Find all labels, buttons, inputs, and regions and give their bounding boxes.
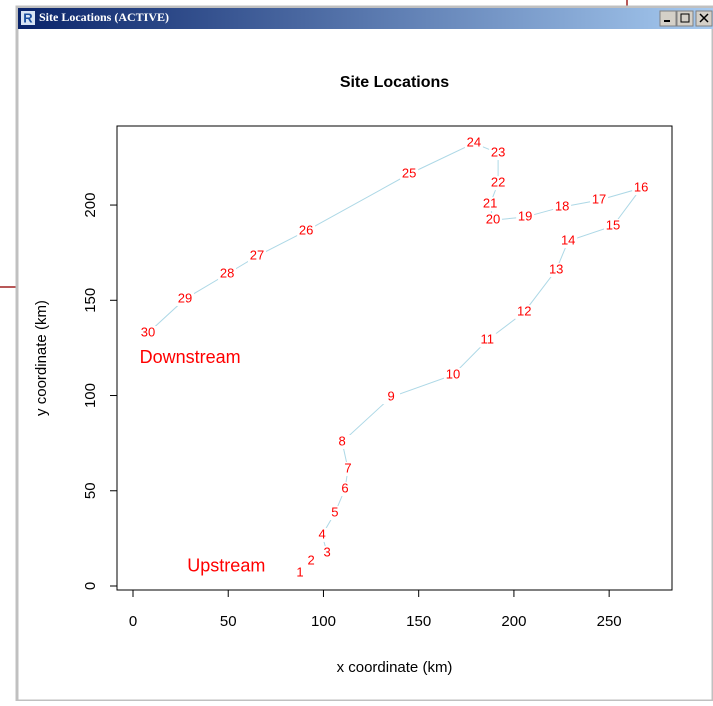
site-label: 27 <box>250 248 264 263</box>
site-label: 22 <box>491 175 505 190</box>
site-label: 19 <box>518 208 532 223</box>
x-tick-label: 0 <box>129 613 137 630</box>
site-label: 17 <box>592 192 606 207</box>
label-background <box>339 462 358 477</box>
label-background <box>382 390 401 405</box>
site-label: 1 <box>296 564 303 579</box>
site-label: 26 <box>299 222 313 237</box>
y-tick-label: 100 <box>82 383 99 408</box>
site-label: 21 <box>483 196 497 211</box>
site-label: 24 <box>467 135 481 150</box>
maximize-glyph <box>680 13 690 23</box>
site-label: 15 <box>606 217 620 232</box>
label-background <box>247 249 266 264</box>
site-label: 11 <box>481 332 495 347</box>
label-background <box>515 305 534 320</box>
label-background <box>478 333 497 348</box>
site-label: 2 <box>307 552 314 567</box>
site-label: 5 <box>331 504 338 519</box>
label-background <box>325 506 344 521</box>
label-background <box>547 263 566 277</box>
y-tick-label: 50 <box>82 482 99 499</box>
site-label: 20 <box>486 212 500 227</box>
site-label: 12 <box>517 304 531 319</box>
site-label: 18 <box>555 198 569 213</box>
x-tick-label: 250 <box>597 613 622 630</box>
y-axis-label: y coordinate (km) <box>33 300 50 416</box>
label-background <box>139 326 158 341</box>
title-bar <box>18 8 713 29</box>
y-tick-label: 150 <box>82 288 99 313</box>
x-tick-label: 150 <box>406 613 431 630</box>
site-label: 10 <box>446 366 460 381</box>
x-tick-label: 200 <box>501 613 526 630</box>
site-label: 29 <box>178 290 192 305</box>
app-icon <box>21 11 35 25</box>
maximize-button[interactable] <box>676 10 694 27</box>
site-label: 23 <box>491 144 505 159</box>
close-glyph <box>699 13 709 23</box>
site-label: 14 <box>561 232 575 247</box>
window-buttons[interactable] <box>659 10 713 27</box>
x-axis-label: x coordinate (km) <box>337 659 453 676</box>
label-background <box>489 146 508 161</box>
site-label: 8 <box>339 433 346 448</box>
label-background <box>302 554 321 569</box>
label-background <box>481 197 500 212</box>
site-label: 3 <box>323 544 330 559</box>
x-tick-label: 50 <box>220 613 237 630</box>
label-background <box>443 367 462 382</box>
site-label: 30 <box>141 324 155 339</box>
label-background <box>559 234 578 249</box>
label-background <box>291 566 310 581</box>
annotation: Upstream <box>187 556 265 576</box>
label-background <box>318 546 337 561</box>
site-label: 13 <box>549 261 563 276</box>
window-title: Site Locations (ACTIVE) <box>39 10 169 24</box>
label-background <box>489 176 508 191</box>
label-background <box>603 219 622 233</box>
y-tick-label: 0 <box>82 582 99 590</box>
site-label: 6 <box>341 480 348 495</box>
site-label: 4 <box>319 526 326 541</box>
window <box>15 5 713 703</box>
chart-title: Site Locations <box>340 74 449 91</box>
x-tick-label: 100 <box>311 613 336 630</box>
label-background <box>632 181 651 196</box>
label-background <box>333 435 352 449</box>
label-background <box>175 291 194 306</box>
label-background <box>313 527 332 542</box>
label-background <box>553 199 572 214</box>
app-icon-glyph: R <box>23 10 33 25</box>
site-label: 7 <box>344 460 351 475</box>
site-label: 28 <box>220 265 234 280</box>
label-background <box>297 223 316 238</box>
label-background <box>400 167 419 181</box>
minimize-button[interactable] <box>659 10 677 27</box>
site-label: 16 <box>634 180 648 195</box>
site-label: 25 <box>402 165 416 180</box>
label-background <box>590 193 609 208</box>
label-background <box>483 213 502 228</box>
annotation: Downstream <box>140 347 241 367</box>
y-tick-label: 200 <box>82 193 99 218</box>
site-label: 9 <box>387 388 394 403</box>
label-background <box>335 482 354 497</box>
label-background <box>464 136 483 151</box>
label-background <box>218 267 237 281</box>
label-background <box>516 210 535 225</box>
